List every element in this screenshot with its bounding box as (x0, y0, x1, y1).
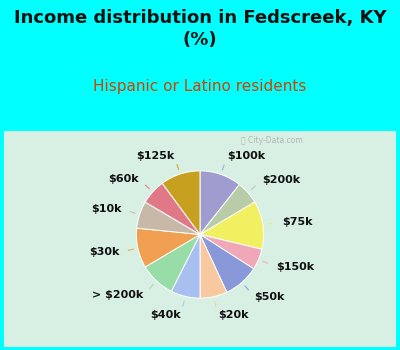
Text: Hispanic or Latino residents: Hispanic or Latino residents (93, 79, 307, 94)
Text: $30k: $30k (89, 247, 119, 257)
Text: > $200k: > $200k (92, 290, 144, 300)
Wedge shape (171, 234, 200, 298)
Text: $20k: $20k (218, 310, 248, 320)
Wedge shape (137, 202, 200, 234)
Text: $75k: $75k (282, 217, 312, 227)
Wedge shape (200, 234, 262, 269)
Text: $10k: $10k (91, 204, 122, 214)
Text: $40k: $40k (150, 310, 181, 320)
Text: $125k: $125k (136, 151, 174, 161)
Wedge shape (200, 234, 227, 298)
Wedge shape (200, 184, 255, 235)
Text: $100k: $100k (227, 151, 265, 161)
Wedge shape (200, 171, 240, 234)
Wedge shape (162, 171, 200, 234)
Text: $60k: $60k (108, 174, 139, 184)
Text: $200k: $200k (262, 175, 300, 185)
Text: ⓘ City-Data.com: ⓘ City-Data.com (241, 136, 303, 145)
Wedge shape (136, 228, 200, 267)
Text: Income distribution in Fedscreek, KY
(%): Income distribution in Fedscreek, KY (%) (14, 9, 386, 49)
Wedge shape (145, 234, 200, 291)
Text: $50k: $50k (254, 292, 285, 302)
Wedge shape (200, 234, 254, 292)
Wedge shape (145, 183, 200, 234)
Text: $150k: $150k (276, 262, 314, 272)
Wedge shape (200, 202, 264, 249)
